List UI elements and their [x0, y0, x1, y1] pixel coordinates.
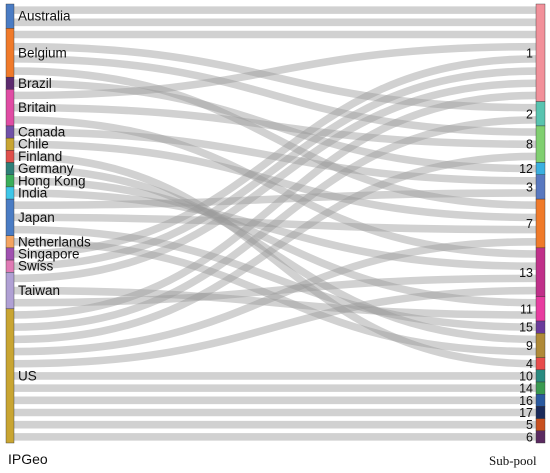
link-us-to-7: [13, 238, 537, 356]
right-node-label: 7: [526, 217, 533, 231]
right-node-label: 9: [526, 339, 533, 353]
right-node-12: [535, 162, 546, 175]
link-belgium-to-7: [13, 67, 537, 209]
right-node-label: 13: [519, 266, 533, 280]
left-node-label: Japan: [18, 210, 55, 225]
left-node-label: Taiwan: [18, 283, 60, 298]
right-node-label: 1: [526, 46, 533, 60]
left-node-label: Finland: [18, 149, 62, 164]
right-node-17: [535, 406, 546, 419]
link-us-to-1: [13, 91, 537, 319]
right-node-label: 14: [519, 382, 533, 396]
right-node-label: 2: [526, 107, 533, 121]
right-node-9: [535, 333, 546, 358]
left-node-britain: [5, 89, 15, 127]
right-node-1: [535, 3, 546, 102]
link-netherlands-to-9: [13, 238, 537, 356]
right-node-7: [535, 198, 546, 249]
right-node-10: [535, 369, 546, 383]
left-node-germany: [5, 162, 15, 175]
right-node-label: 10: [519, 369, 533, 383]
link-germany-to-9: [13, 164, 537, 344]
right-node-6: [535, 430, 546, 444]
link-chile-to-7: [13, 140, 537, 222]
left-node-label: Singapore: [18, 246, 80, 261]
left-node-singapore: [5, 247, 15, 261]
right-node-label: 6: [526, 430, 533, 444]
left-node-chile: [5, 137, 15, 151]
links-group: [13, 6, 537, 441]
left-node-label: India: [18, 186, 48, 201]
left-node-belgium: [5, 28, 15, 78]
link-canada-to-3: [13, 128, 537, 185]
right-node-label: 15: [519, 321, 533, 335]
link-britain-to-8: [13, 103, 537, 149]
left-node-netherlands: [5, 235, 15, 249]
left-node-hong-kong: [5, 174, 15, 188]
left-node-label: Australia: [18, 9, 71, 24]
left-node-us: [5, 308, 15, 444]
right-node-3: [535, 174, 546, 200]
right-node-5: [535, 418, 546, 432]
left-node-label: Britain: [18, 100, 56, 115]
right-node-label: 5: [526, 418, 533, 432]
left-node-label: Germany: [18, 161, 74, 176]
left-node-label: Hong Kong: [18, 173, 86, 188]
link-japan-to-3: [13, 189, 537, 209]
left-node-canada: [5, 125, 15, 139]
right-node-13: [535, 247, 546, 297]
right-node-label: 16: [519, 394, 533, 408]
left-node-swiss: [5, 259, 15, 273]
link-britain-to-1: [13, 42, 537, 100]
link-us-to-8: [13, 152, 537, 344]
link-hong-kong-to-11: [13, 177, 537, 307]
link-belgium-to-8: [13, 55, 537, 136]
right-node-4: [535, 357, 546, 371]
right-node-15: [535, 320, 546, 334]
right-node-label: 11: [520, 302, 533, 316]
left-node-australia: [5, 3, 15, 29]
link-belgium-to-2: [13, 42, 537, 112]
link-taiwan-to-1: [13, 79, 537, 283]
right-node-14: [535, 381, 546, 395]
link-taiwan-to-13: [13, 274, 537, 307]
right-node-16: [535, 394, 546, 407]
link-japan-to-7: [13, 213, 537, 234]
link-japan-to-15: [13, 225, 537, 331]
right-node-label: 3: [526, 180, 533, 194]
left-node-taiwan: [5, 272, 15, 310]
left-node-india: [5, 186, 15, 200]
left-node-label: US: [18, 368, 37, 383]
link-india-to-13: [13, 189, 537, 270]
right-node-2: [535, 101, 546, 127]
link-brazil-to-12: [13, 79, 537, 173]
link-us-to-13: [13, 286, 537, 368]
right-node-label: 17: [519, 406, 533, 420]
left-node-brazil: [5, 76, 15, 90]
left-node-label: Netherlands: [18, 234, 91, 249]
left-node-label: Canada: [18, 125, 66, 140]
left-node-label: Brazil: [18, 76, 52, 91]
left-node-label: Swiss: [18, 259, 54, 274]
link-taiwan-to-11: [13, 286, 537, 319]
left-node-japan: [5, 198, 15, 236]
link-us-to-2: [13, 116, 537, 331]
left-node-label: Chile: [18, 137, 49, 152]
right-axis-label: Sub-pool: [489, 453, 537, 468]
link-finland-to-4: [13, 152, 537, 368]
left-nodes-group: Australia Belgium Brazil Britain CanadaChile…: [5, 3, 91, 444]
left-axis-label: IPGeo: [8, 451, 48, 467]
left-node-finland: [5, 150, 15, 163]
right-node-8: [535, 125, 546, 163]
right-node-label: 12: [519, 162, 533, 176]
right-node-11: [535, 296, 546, 322]
link-britain-to-13: [13, 116, 537, 258]
left-node-label: Belgium: [18, 45, 67, 60]
right-node-label: 4: [526, 357, 533, 371]
link-swiss-to-1: [13, 67, 537, 270]
link-singapore-to-1: [13, 55, 537, 258]
right-node-label: 8: [526, 138, 533, 152]
